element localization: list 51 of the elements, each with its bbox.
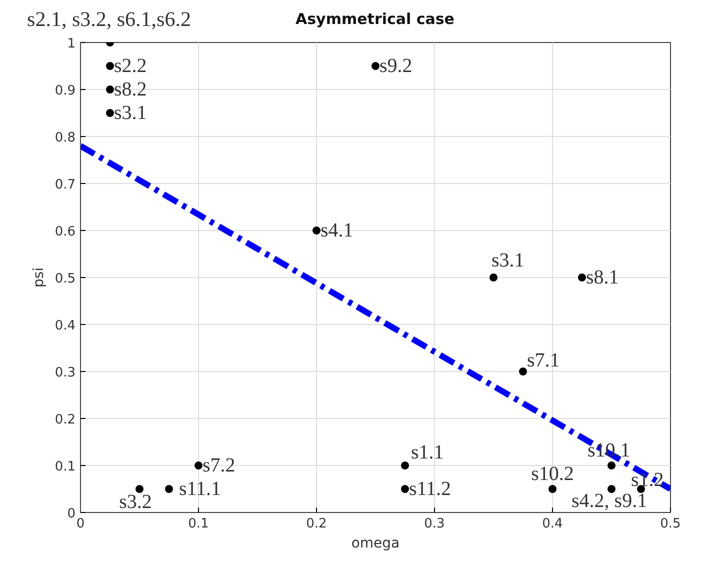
y-tick-label: 0.6 [54, 224, 76, 240]
x-tick-label: 0.3 [424, 516, 445, 532]
y-tick-label: 0.5 [54, 272, 76, 286]
point [548, 485, 556, 493]
annotation: s7.1 [527, 350, 560, 372]
annotation: s4.1 [320, 220, 354, 242]
point [372, 62, 380, 70]
y-tick-label: 0.9 [54, 84, 76, 98]
point [401, 462, 409, 470]
annotation: s2.2 [114, 55, 147, 77]
annotation: s11.1 [179, 478, 222, 500]
annotation: s11.2 [409, 478, 452, 500]
y-tick-label: 0.8 [54, 130, 76, 146]
point [608, 462, 616, 470]
x-axis-title: omega [351, 536, 400, 552]
point [106, 62, 114, 70]
point [136, 485, 144, 493]
annotation: s4.2, s9.1 [572, 490, 648, 512]
y-axis-title: psi [30, 267, 47, 288]
annotation: s3.1 [114, 102, 147, 124]
x-tick-label: 0.4 [542, 516, 563, 532]
annotation: s1.1 [411, 442, 444, 464]
point [312, 226, 320, 234]
annotation: s3.1 [492, 250, 524, 272]
point [106, 109, 114, 117]
point [401, 485, 409, 493]
annotation: s9.2 [380, 55, 412, 77]
y-tick-label: 1 [67, 36, 76, 52]
y-tick-label: 0.3 [54, 366, 76, 380]
x-tick-label: 0.1 [188, 516, 209, 532]
annotation: s7.2 [202, 454, 236, 476]
y-tick-label: 0.1 [54, 460, 76, 474]
chart-title: Asymmetrical case [296, 8, 454, 30]
annotation: s8.1 [586, 266, 619, 288]
annotation: s2.1, s3.2, s6.1,s6.2 [27, 6, 191, 33]
x-tick-label: 0.5 [660, 516, 681, 532]
point [106, 86, 114, 94]
point [165, 485, 173, 493]
y-tick-label: 0.7 [54, 178, 76, 192]
y-tick-label: 0.2 [54, 412, 76, 428]
y-tick-label: 0 [67, 506, 76, 522]
point [608, 485, 616, 493]
point [194, 462, 202, 470]
point [578, 274, 586, 282]
point [490, 274, 498, 282]
annotation: s3.2 [119, 491, 152, 513]
annotation: s10.2 [531, 463, 574, 485]
annotation: s8.2 [114, 78, 147, 100]
y-tick-label: 0.4 [54, 318, 76, 334]
point [519, 368, 527, 376]
x-tick-label: 0.2 [306, 516, 327, 532]
